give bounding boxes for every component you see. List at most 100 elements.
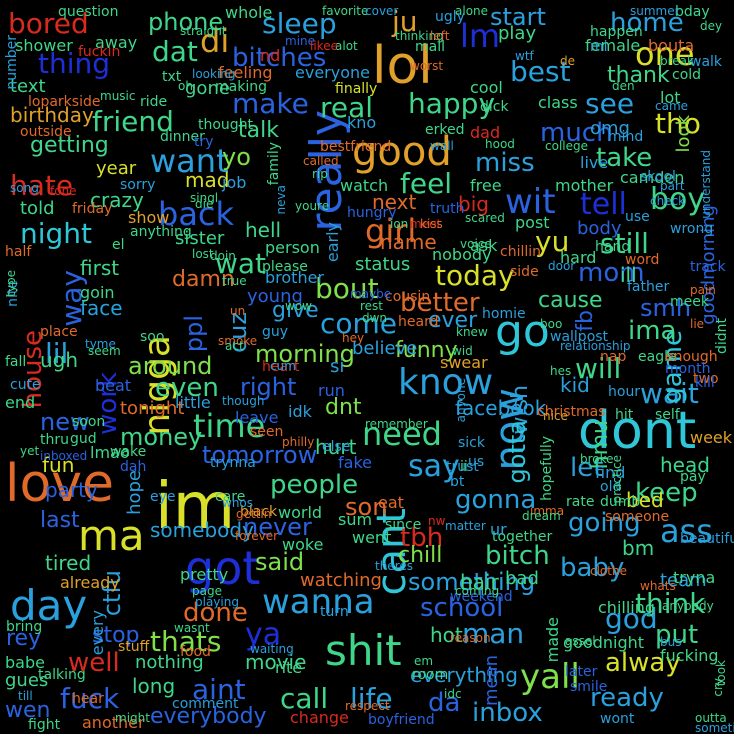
cloud-word: every	[88, 610, 107, 656]
cloud-word: use	[625, 209, 650, 225]
cloud-word: text	[10, 76, 46, 97]
cloud-word: gettin	[236, 507, 272, 521]
cloud-word: bitches	[232, 43, 327, 73]
cloud-word: matter	[445, 519, 486, 533]
cloud-word: nap	[600, 349, 627, 365]
cloud-word: family	[266, 142, 282, 186]
cloud-word: chillin	[500, 244, 542, 260]
cloud-word: heard	[398, 314, 439, 330]
cloud-word: lot	[660, 88, 681, 107]
cloud-word: college	[545, 139, 588, 153]
cloud-word: nd	[260, 46, 281, 65]
cloud-word: nice	[543, 409, 568, 423]
cloud-word: fight	[28, 717, 61, 733]
cloud-word: post	[515, 213, 550, 232]
cloud-word: swear	[440, 353, 488, 372]
cloud-word: man	[462, 617, 525, 650]
cloud-word: fucking	[660, 646, 719, 665]
cloud-word: think	[635, 587, 706, 620]
cloud-word: fone	[50, 184, 77, 198]
cloud-word: thru	[40, 432, 69, 448]
cloud-word: smh	[640, 294, 692, 322]
cloud-word: playing	[195, 595, 239, 609]
cloud-word: brother	[265, 268, 325, 287]
cloud-word: wanna	[262, 582, 375, 622]
cloud-word: mother	[555, 176, 614, 195]
cloud-word: assel	[565, 634, 596, 648]
cloud-word: sister	[175, 228, 225, 249]
cloud-word: reason	[450, 631, 491, 645]
cloud-word: day	[10, 581, 88, 630]
cloud-word: year	[96, 158, 137, 179]
cloud-word: aint	[192, 673, 246, 706]
cloud-word: tbh	[400, 523, 444, 553]
cloud-word: babe	[5, 653, 45, 672]
cloud-word: dick	[480, 99, 509, 115]
cloud-word: beat	[95, 376, 132, 395]
cloud-word: forever	[235, 529, 279, 543]
cloud-word: ii	[460, 459, 468, 475]
cloud-word: fun	[42, 453, 75, 477]
cloud-word: talk	[238, 118, 279, 143]
cloud-word: hot	[430, 623, 463, 647]
cloud-word: miss	[475, 148, 535, 178]
cloud-word: heart	[262, 359, 300, 375]
cloud-word: omg	[590, 118, 630, 139]
cloud-word: keep	[635, 478, 698, 508]
cloud-word: check	[650, 194, 686, 208]
cloud-word: someone	[605, 509, 670, 525]
cloud-word: early	[323, 222, 342, 263]
cloud-word: put	[655, 620, 699, 650]
cloud-word: funny	[395, 338, 458, 363]
cloud-word: face	[80, 296, 123, 320]
cloud-word: worst	[410, 59, 444, 73]
cloud-word: god	[605, 602, 658, 635]
cloud-word: later	[565, 664, 598, 680]
cloud-word: respect	[345, 699, 390, 713]
cloud-word: thinking	[395, 29, 444, 43]
cloud-word: word	[625, 252, 660, 268]
cloud-word: gone	[185, 78, 230, 99]
cloud-word: enough	[665, 349, 718, 365]
cloud-word: gotta	[503, 420, 531, 484]
cloud-word: never	[243, 513, 312, 541]
cloud-word: music	[100, 89, 136, 103]
cloud-word: status	[355, 254, 411, 275]
cloud-word: please	[262, 259, 308, 275]
cloud-word: track	[690, 259, 726, 275]
cloud-word: part	[660, 179, 685, 193]
cloud-word: dont	[578, 401, 697, 461]
cloud-word: woke	[282, 535, 324, 554]
cloud-word: wallpost	[550, 329, 609, 345]
cloud-word: boutа	[648, 36, 695, 55]
cloud-word: everyone	[295, 63, 370, 82]
cloud-word: come	[320, 307, 398, 340]
cloud-word: hurt	[315, 435, 357, 459]
cloud-word: damn	[172, 267, 235, 292]
cloud-word: morning	[255, 340, 355, 368]
cloud-word: mine	[285, 34, 316, 48]
cloud-word: txt	[162, 69, 182, 85]
cloud-word: let	[570, 453, 604, 483]
cloud-word: job	[222, 173, 247, 192]
cloud-word: will	[575, 352, 622, 385]
cloud-word: best	[510, 55, 571, 88]
cloud-word: ready	[590, 683, 664, 713]
cloud-word: even	[155, 373, 219, 403]
cloud-word: said	[255, 548, 305, 576]
cloud-word: boo	[540, 317, 563, 331]
cloud-word: fall	[5, 354, 27, 370]
cloud-word: walk	[690, 54, 723, 70]
cloud-word: friday	[72, 201, 113, 217]
cloud-word: dey	[700, 19, 723, 33]
cloud-word: nobody	[432, 245, 492, 264]
cloud-word: ju	[392, 5, 418, 38]
cloud-word: yo	[222, 143, 251, 171]
cloud-word: ur	[490, 520, 507, 539]
cloud-word: den	[612, 79, 635, 93]
cloud-word: ask	[470, 236, 498, 255]
cloud-word: hate	[10, 169, 74, 202]
cloud-word: favorite	[322, 4, 369, 18]
cloud-word: maybe	[350, 287, 392, 301]
cloud-word: wait	[640, 377, 699, 410]
